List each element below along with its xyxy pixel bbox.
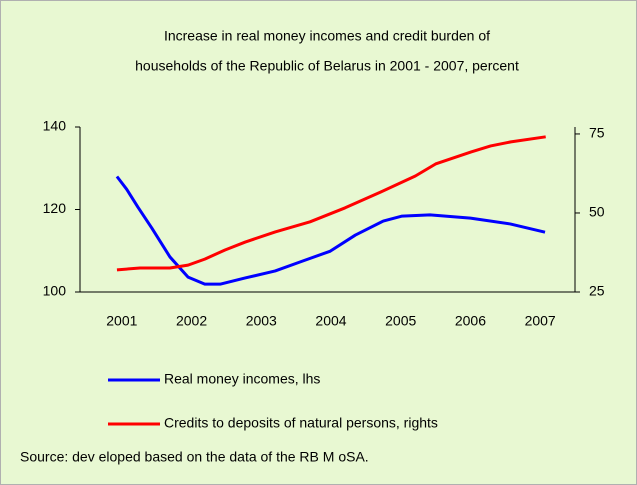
x-tick-label: 2004	[315, 313, 346, 329]
source: Source: dev eloped based on the data of …	[20, 449, 369, 465]
y2-tick-label: 75	[589, 125, 605, 141]
chart-title: Increase in real money incomes and credi…	[164, 28, 490, 44]
x-tick-label: 2003	[246, 313, 277, 329]
y-tick-label: 120	[43, 200, 67, 216]
x-tick-label: 2002	[176, 313, 207, 329]
x-tick-label: 2005	[385, 313, 416, 329]
legend-label: Real money incomes, lhs	[164, 371, 320, 387]
series-line	[116, 135, 546, 272]
chart-title: households of the Republic of Belarus in…	[135, 58, 519, 74]
series-line	[115, 175, 546, 286]
y2-tick-label: 25	[589, 283, 605, 299]
y-tick-label: 100	[43, 283, 67, 299]
y-tick-label: 140	[43, 118, 67, 134]
x-tick-label: 2006	[455, 313, 486, 329]
legend-label: Credits to deposits of natural persons, …	[164, 415, 438, 431]
x-tick-label: 2007	[525, 313, 556, 329]
x-tick-label: 2001	[106, 313, 137, 329]
y2-tick-label: 50	[589, 204, 605, 220]
